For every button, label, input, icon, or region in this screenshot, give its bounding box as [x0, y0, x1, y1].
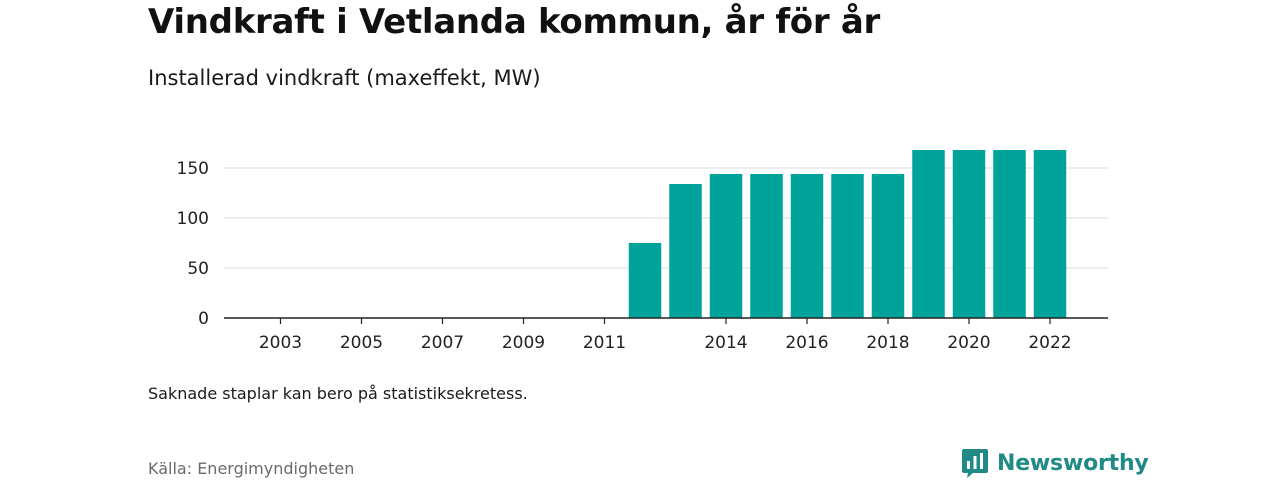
- tick-labels: 0 50 100 150 2003 2005 2007 2009 2011 2014 2016 201…: [177, 159, 1072, 353]
- bar-2013: [669, 184, 702, 318]
- bars: [628, 150, 1067, 318]
- footnote: Saknade staplar kan bero på statistiksek…: [148, 384, 528, 403]
- bar-2017: [831, 174, 864, 318]
- x-tick-label-2018: 2018: [866, 333, 909, 353]
- bar-2014: [709, 174, 743, 318]
- y-tick-label-50: 50: [187, 259, 209, 279]
- chart-title: Vindkraft i Vetlanda kommun, år för år: [148, 2, 880, 42]
- x-tick-label-2014: 2014: [704, 333, 747, 353]
- x-tick-label-2005: 2005: [340, 333, 383, 353]
- bar-2015: [750, 174, 783, 318]
- y-tick-label-150: 150: [177, 159, 209, 179]
- x-tick-label-2007: 2007: [421, 333, 464, 353]
- brand-name: Newsworthy: [997, 450, 1149, 476]
- x-tick-label-2003: 2003: [259, 333, 302, 353]
- bar-2012: [628, 243, 662, 318]
- source-credit: Källa: Energimyndigheten: [148, 459, 355, 478]
- bar-2022: [1033, 150, 1067, 318]
- bar-2016: [790, 174, 824, 318]
- brand-logo: Newsworthy: [961, 446, 1149, 480]
- chart-subtitle: Installerad vindkraft (maxeffekt, MW): [148, 66, 541, 90]
- bar-2018: [871, 174, 905, 318]
- bar-2019: [912, 150, 945, 318]
- x-tick-label-2022: 2022: [1028, 333, 1071, 353]
- newsworthy-logo-icon: [962, 449, 988, 478]
- bar-2020: [952, 150, 986, 318]
- y-tick-label-0: 0: [198, 309, 209, 329]
- axes: [224, 317, 1108, 324]
- bar-chart: 0 50 100 150 2003 2005 2007 2009 2011 2014 2016 201…: [177, 150, 1108, 353]
- x-tick-label-2011: 2011: [583, 333, 626, 353]
- x-tick-label-2016: 2016: [785, 333, 828, 353]
- x-tick-label-2020: 2020: [947, 333, 990, 353]
- y-tick-label-100: 100: [177, 209, 209, 229]
- bar-2021: [993, 150, 1026, 318]
- x-tick-label-2009: 2009: [502, 333, 545, 353]
